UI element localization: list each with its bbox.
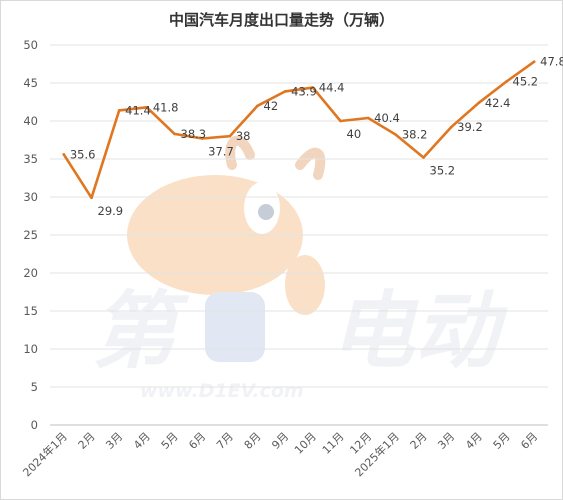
y-tick-label: 50 (23, 38, 38, 52)
data-point (256, 104, 259, 108)
watermark-text-right: 电动 (330, 282, 508, 380)
y-tick-label: 0 (31, 418, 38, 432)
data-point (366, 116, 370, 120)
data-label: 42.4 (485, 96, 511, 110)
data-point (339, 119, 342, 123)
data-point (200, 137, 204, 140)
d1ev-watermark: 第 电动 www.D1EV.com (92, 135, 508, 402)
data-label: 45.2 (513, 74, 539, 88)
data-label: 41.4 (125, 103, 151, 117)
y-tick-label: 45 (23, 76, 38, 90)
data-point (228, 134, 232, 138)
x-tick-label: 2月 (408, 430, 430, 452)
y-tick-label: 40 (23, 114, 38, 128)
data-point (394, 133, 398, 136)
data-label: 39.2 (457, 120, 483, 134)
chart-title: 中国汽车月度出口量走势（万辆） (168, 11, 394, 29)
data-label: 35.6 (70, 147, 96, 161)
data-point (90, 196, 93, 200)
data-point (62, 153, 66, 156)
x-tick-label: 2月 (76, 430, 98, 452)
data-label: 38 (236, 129, 251, 143)
data-label: 35.2 (430, 163, 456, 177)
x-tick-label: 9月 (269, 430, 291, 452)
data-point (477, 101, 481, 105)
data-labels: 35.6 29.9 41.4 41.838.337.738 42 43.9 44.4 40 40… (70, 55, 563, 218)
data-label: 40.4 (374, 111, 400, 125)
data-point (532, 60, 536, 64)
x-tick-label: 5月 (159, 430, 181, 452)
series-group (62, 60, 536, 200)
data-label: 38.2 (402, 128, 428, 142)
data-point (117, 109, 121, 112)
data-label: 40 (347, 127, 362, 141)
watermark-mascot-antler-right (295, 147, 326, 180)
data-point (145, 106, 149, 109)
x-tick-label: 5月 (491, 430, 513, 452)
series-line (62, 60, 536, 200)
x-tick-label: 4月 (463, 430, 485, 452)
data-point (422, 156, 425, 159)
watermark-mascot-thumb (285, 255, 325, 315)
x-tick-label: 3月 (435, 430, 457, 452)
x-tick-label: 3月 (103, 430, 125, 452)
x-tick-label: 6月 (186, 430, 208, 452)
y-tick-label: 20 (23, 266, 38, 280)
y-axis-labels: 0 5 10 15 20 25 30 35 40 45 50 (23, 38, 38, 432)
data-label: 47.8 (540, 55, 563, 69)
data-point (449, 125, 453, 129)
x-tick-label: 11月 (320, 430, 347, 457)
y-tick-label: 5 (31, 380, 38, 394)
watermark-mascot-body (205, 292, 265, 362)
data-point (173, 132, 176, 136)
data-point (283, 90, 287, 93)
grid-lines (50, 44, 548, 426)
x-tick-label: 8月 (242, 430, 264, 452)
watermark-mascot-pupil (258, 204, 274, 220)
data-label: 43.9 (291, 84, 317, 98)
y-tick-label: 35 (23, 152, 38, 166)
data-label: 38.3 (181, 127, 207, 141)
data-label: 29.9 (98, 204, 124, 218)
data-label: 42 (264, 99, 279, 113)
data-label: 41.8 (153, 100, 179, 114)
data-point (311, 86, 315, 89)
y-tick-label: 15 (23, 304, 38, 318)
x-tick-label: 4月 (131, 430, 153, 452)
y-tick-label: 30 (23, 190, 38, 204)
x-tick-label: 10月 (292, 430, 319, 457)
watermark-text-left: 第 (92, 282, 190, 380)
watermark-url: www.D1EV.com (140, 380, 304, 402)
data-point (505, 80, 508, 83)
data-label: 37.7 (208, 144, 234, 158)
y-tick-label: 10 (23, 342, 38, 356)
x-tick-label: 7月 (214, 430, 236, 452)
y-tick-label: 25 (23, 228, 38, 242)
x-tick-label: 6月 (518, 430, 540, 452)
data-label: 44.4 (319, 81, 345, 95)
x-tick-label: 2024年1月 (20, 429, 70, 479)
